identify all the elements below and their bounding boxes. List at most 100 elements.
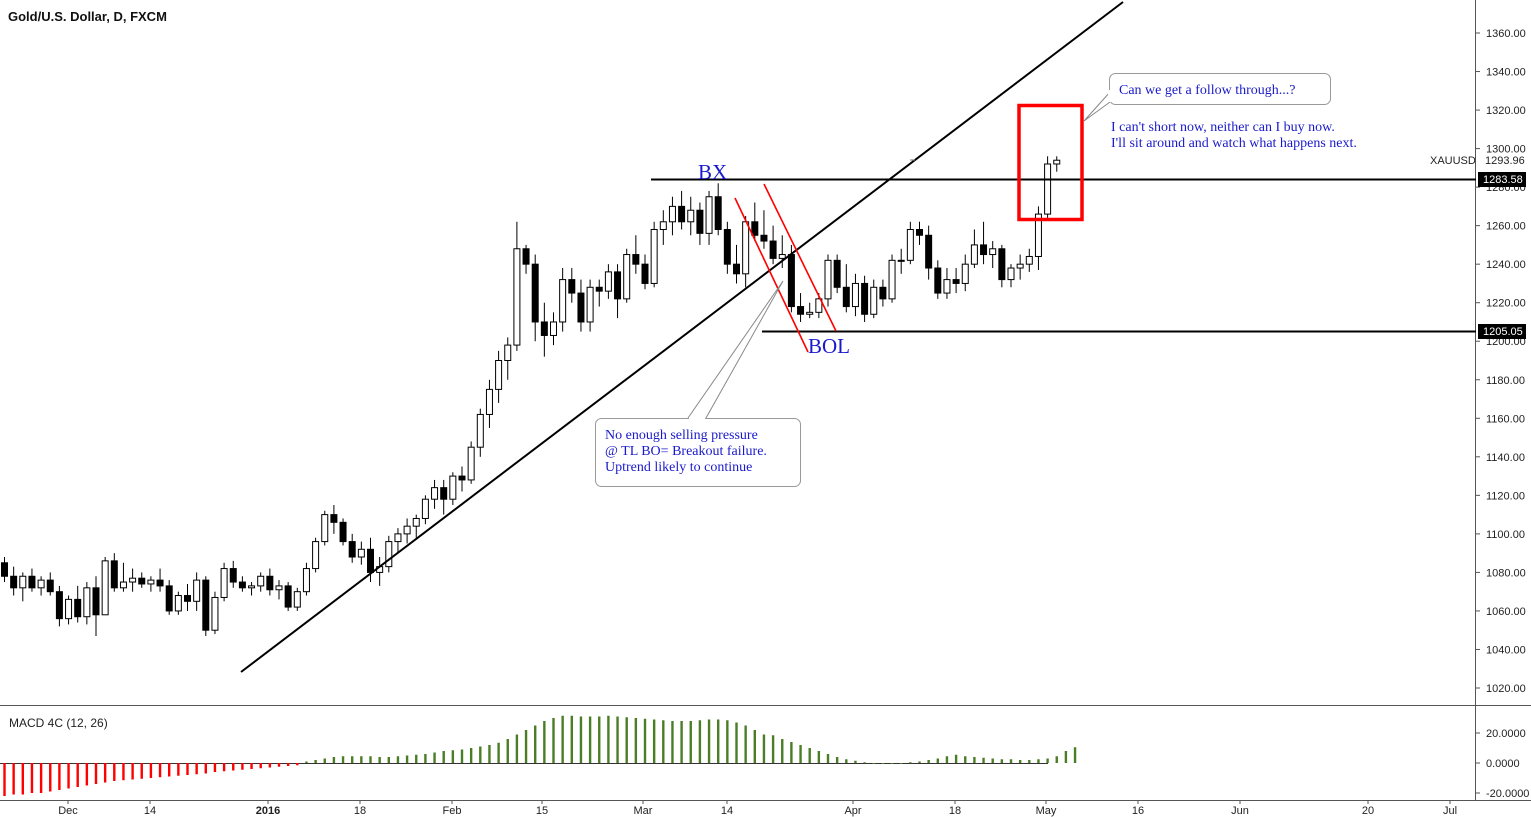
candle-down (614, 271, 622, 300)
macd-bar (744, 725, 747, 763)
macd-bar (973, 757, 976, 763)
macd-bar (927, 760, 930, 763)
macd-bar (488, 745, 491, 763)
candle-up (1016, 263, 1024, 269)
macd-bar (799, 745, 802, 763)
drawings (240, 1, 1476, 673)
macd-histogram (3, 715, 1077, 796)
candle-down (10, 575, 18, 589)
macd-bar (131, 763, 134, 780)
candle-up (550, 321, 557, 336)
price-tick-label: 1040.00 (1486, 644, 1526, 656)
uptrend-line (240, 1, 1124, 673)
candle-up (851, 282, 859, 308)
macd-bar (49, 763, 52, 792)
macd-bar (232, 763, 235, 771)
time-tick-label: May (1036, 805, 1057, 817)
support-price-text: 1205.05 (1483, 326, 1523, 338)
macd-bar (753, 730, 756, 763)
macd-bar (625, 717, 628, 763)
macd-bar (122, 763, 125, 781)
time-tick-label: Feb (443, 805, 462, 817)
candle-up (687, 209, 695, 223)
price-tick-label: 1140.00 (1486, 452, 1525, 464)
macd-bar (790, 742, 793, 763)
macd-bar (991, 758, 994, 763)
macd-bar (689, 721, 692, 763)
macd-bar (1018, 760, 1022, 763)
macd-bar (616, 716, 619, 763)
macd-bar (1064, 751, 1068, 763)
candle-down (266, 575, 274, 591)
candle-up (275, 585, 283, 591)
callout-follow-through[interactable]: Can we get a follow through...? (1083, 73, 1331, 122)
candle-up (449, 475, 457, 500)
time-tick-label: 16 (1132, 805, 1144, 817)
time-tick-label: 14 (144, 805, 156, 817)
candle-down (952, 279, 960, 284)
candle-down (339, 521, 347, 543)
macd-bar (296, 763, 299, 766)
candle-down (833, 259, 841, 288)
callout-low-line-2: @ TL BO= Breakout failure. (605, 444, 767, 459)
macd-bar (918, 761, 921, 763)
macd-bar (415, 754, 418, 763)
macd-bar (460, 749, 464, 763)
candle-down (751, 221, 759, 236)
price-tick-label: 1120.00 (1486, 490, 1525, 502)
candle-up (513, 248, 521, 346)
candle-up (431, 487, 439, 500)
candle-down (861, 282, 869, 315)
price-tick-label: 1300.00 (1486, 144, 1526, 156)
candle-up (174, 595, 182, 612)
macd-bar (506, 739, 509, 763)
macd-bar (369, 756, 372, 763)
candle-down (714, 196, 722, 230)
time-tick-label: 18 (949, 805, 961, 817)
symbol-label: XAUUSD (1430, 155, 1476, 167)
candle-down (165, 585, 173, 612)
macd-bar (21, 763, 24, 795)
macd-bar (195, 763, 198, 775)
macd-bar (341, 756, 345, 763)
candle-down (458, 475, 466, 481)
candle-up (1053, 159, 1061, 165)
candle-up (989, 248, 997, 256)
candle-up (815, 298, 823, 313)
candle-down (998, 248, 1006, 281)
price-tick-label: 1200.00 (1486, 336, 1526, 348)
candle-up (824, 259, 832, 300)
candle-up (943, 279, 951, 294)
macd-bar (259, 763, 262, 769)
macd-bar (497, 742, 500, 763)
macd-bar (323, 758, 326, 763)
candle-up (970, 244, 978, 265)
macd-bar (94, 763, 98, 784)
time-tick-label: 18 (354, 805, 366, 817)
time-tick-label: 15 (536, 805, 548, 817)
candle-up (403, 525, 411, 535)
macd-bar (268, 763, 272, 768)
price-tick-label: 1320.00 (1486, 105, 1526, 117)
candle-up (1025, 255, 1033, 265)
candle-up (504, 344, 512, 361)
candle-up (65, 598, 73, 620)
time-tick-label: 14 (721, 805, 733, 817)
price-tick-label: 1260.00 (1486, 221, 1526, 233)
macd-bar (707, 719, 711, 763)
candle-up (806, 311, 814, 315)
candle-down (595, 286, 603, 292)
macd-bar (213, 763, 217, 772)
macd-bar (872, 763, 875, 764)
channel-line-upper (734, 197, 809, 353)
macd-bar (3, 763, 6, 796)
callout-breakout-failure[interactable]: No enough selling pressure @ TL BO= Brea… (595, 278, 801, 487)
candle-down (925, 234, 933, 269)
bol-label: BOL (808, 334, 850, 358)
candle-up (961, 263, 969, 284)
candle-up (705, 196, 713, 234)
macd-bar (652, 719, 656, 763)
macd-bar (433, 752, 436, 763)
candle-up (495, 360, 503, 390)
